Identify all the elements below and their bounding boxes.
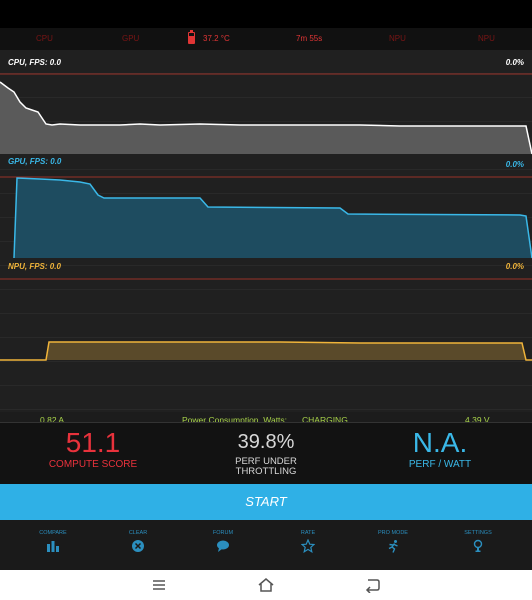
perf-per-watt-score: N.A. PERF / WATT (380, 427, 500, 470)
nav-compare-label: COMPARE (39, 530, 67, 536)
nav-compare[interactable]: COMPARE (23, 530, 83, 553)
npu-tab-label-2: NPU (478, 34, 495, 43)
top-strip: CPU GPU 37.2 °C 7m 55s NPU NPU (0, 28, 532, 50)
menu-icon[interactable] (150, 577, 168, 593)
score-panel: 51.1 COMPUTE SCORE 39.8% PERF UNDER THRO… (0, 422, 532, 484)
status-bar (0, 0, 532, 28)
throttling-caption-line1: PERF UNDER (235, 456, 297, 467)
gpu-tab-label: GPU (122, 34, 140, 43)
compute-score: 51.1 COMPUTE SCORE (33, 427, 153, 470)
bottom-nav: COMPARE CLEAR FORUM RATE PRO MODE SETTIN… (0, 520, 532, 570)
nav-rate-label: RATE (300, 530, 316, 536)
cpu-percent: 0.0% (505, 58, 524, 67)
nav-pro-mode[interactable]: PRO MODE (363, 530, 423, 553)
system-nav-bar (0, 570, 532, 600)
back-icon[interactable] (364, 577, 382, 593)
charging-status: CHARGING (302, 415, 348, 425)
npu-graph-line (0, 341, 532, 361)
perf-per-watt-value: N.A. (412, 427, 468, 458)
compute-score-value: 51.1 (65, 427, 121, 458)
nav-clear-label: CLEAR (128, 530, 148, 536)
perf-per-watt-caption: PERF / WATT (408, 459, 472, 470)
cpu-fps-label: CPU, FPS: 0.0 (8, 58, 61, 67)
elapsed-time: 7m 55s (296, 34, 323, 43)
temperature-readout: 37.2 °C (203, 34, 230, 43)
throttling-graphs (0, 73, 532, 361)
gpu-graph-fill (14, 178, 532, 258)
nav-settings[interactable]: SETTINGS (448, 530, 508, 553)
gpu-graph-line (13, 177, 532, 259)
throttling-score: 39.8% PERF UNDER THROTTLING (206, 427, 326, 481)
npu-graph-fill (0, 342, 526, 360)
nav-settings-label: SETTINGS (464, 530, 492, 536)
clear-icon (132, 540, 144, 552)
npu-percent: 0.0% (505, 262, 524, 271)
compute-score-caption: COMPUTE SCORE (48, 459, 138, 470)
nav-pro-mode-label: PRO MODE (378, 530, 408, 536)
throttling-caption-line2: THROTTLING (235, 466, 297, 477)
nav-rate[interactable]: RATE (278, 530, 338, 553)
power-label: Power Consumption, Watts: (182, 415, 288, 425)
nav-clear[interactable]: CLEAR (108, 530, 168, 553)
forum-icon (217, 540, 229, 552)
npu-fps-label: NPU, FPS: 0.0 (8, 262, 61, 271)
voltage-readout: 4.39 V (465, 415, 490, 425)
cpu-graph-line (0, 81, 532, 155)
battery-icon (188, 30, 195, 44)
current-readout: 0.82 A (40, 415, 65, 425)
throttling-score-value: 39.8% (237, 431, 295, 453)
gpu-percent: 0.0% (505, 160, 524, 169)
pro-mode-icon (388, 540, 398, 553)
start-button[interactable]: START (0, 484, 532, 520)
rate-icon (301, 539, 315, 553)
nav-forum-label: FORUM (212, 530, 234, 536)
nav-forum[interactable]: FORUM (193, 530, 253, 553)
npu-tab-label: NPU (389, 34, 406, 43)
home-icon[interactable] (257, 577, 275, 593)
gpu-fps-label: GPU, FPS: 0.0 (8, 157, 62, 166)
graph-area: CPU, FPS: 0.0 0.0% GPU, FPS: 0.0 0.0% NP… (0, 50, 532, 428)
settings-icon (473, 539, 483, 552)
compare-icon (47, 541, 59, 552)
cpu-graph-fill (0, 82, 532, 154)
cpu-tab-label: CPU (36, 34, 53, 43)
